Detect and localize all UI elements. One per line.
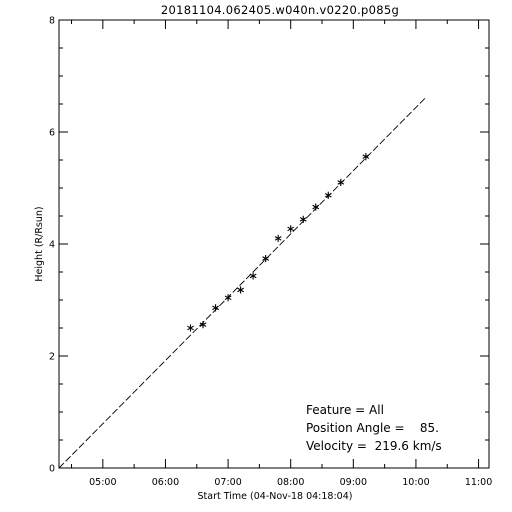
y-axis-label: Height (R/Rsun) [34, 206, 45, 281]
data-point [312, 203, 320, 211]
feature-annotation: Feature = All [306, 403, 384, 417]
data-point [262, 254, 270, 263]
y-axis: 0 2 4 6 8 [49, 16, 489, 475]
position-angle-annotation: Position Angle = 85. [306, 421, 439, 435]
x-tick-label: 11:00 [465, 477, 492, 488]
x-axis: 05:00 06:00 07:00 08:00 09:00 10:00 11:00 [71, 20, 492, 488]
data-points-layer [187, 153, 370, 332]
x-tick-label: 07:00 [214, 477, 241, 488]
data-point [249, 272, 257, 280]
chart-title: 20181104.062405.w040n.v0220.p085g [161, 3, 399, 17]
data-point [187, 324, 194, 332]
y-tick-label: 8 [49, 16, 55, 27]
data-point [224, 294, 232, 302]
data-point [237, 286, 244, 294]
x-tick-label: 10:00 [402, 477, 429, 488]
data-point [274, 234, 282, 242]
x-axis-label: Start Time (04-Nov-18 04:18:04) [198, 491, 353, 502]
y-tick-label: 0 [49, 464, 55, 475]
fit-line [58, 96, 427, 469]
x-tick-label: 09:00 [340, 477, 367, 488]
data-point [337, 178, 345, 186]
x-tick-label: 06:00 [152, 477, 179, 488]
y-tick-label: 4 [49, 240, 55, 251]
x-tick-label: 05:00 [89, 477, 116, 488]
plot-frame [58, 19, 490, 469]
y-tick-label: 2 [49, 352, 55, 363]
data-point [362, 153, 370, 161]
data-point [212, 304, 219, 312]
fit-line-layer [58, 96, 427, 469]
data-point [199, 321, 207, 329]
velocity-annotation: Velocity = 219.6 km/s [306, 439, 442, 453]
data-point [287, 225, 295, 233]
data-point [299, 215, 307, 223]
x-tick-label: 08:00 [277, 477, 304, 488]
data-point [324, 191, 332, 199]
y-tick-label: 6 [49, 128, 55, 139]
